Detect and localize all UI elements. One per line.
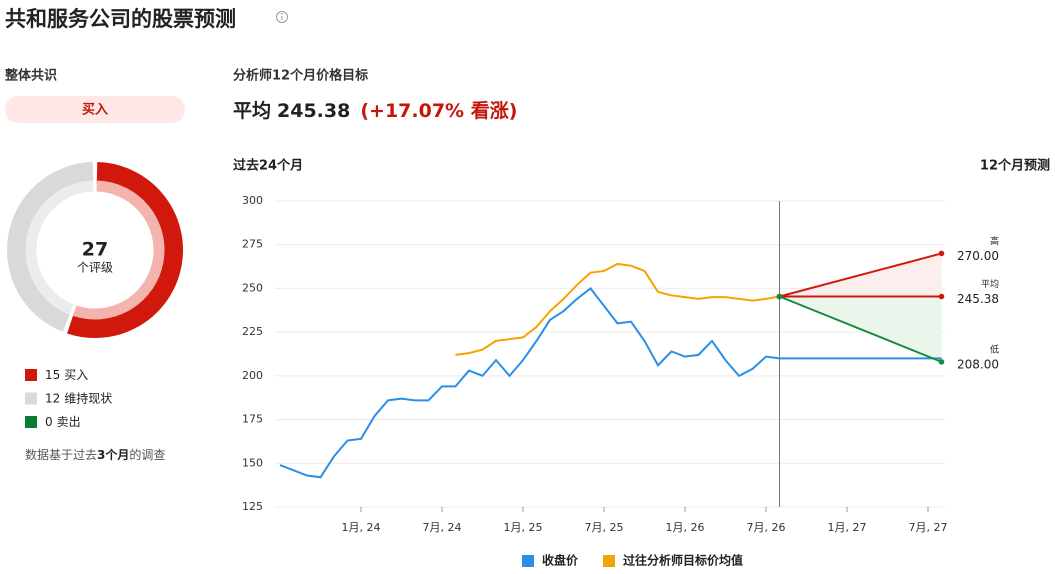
forecast-end-dot (938, 293, 945, 300)
x-tick-label: 1月, 27 (828, 521, 867, 534)
x-tick-label: 7月, 27 (909, 521, 948, 534)
legend-name: 买入 (64, 368, 88, 382)
series-line (455, 262, 780, 356)
legend-count: 12 (45, 391, 60, 405)
x-tick-label: 1月, 25 (504, 521, 543, 534)
legend-swatch (25, 416, 37, 428)
consensus-badge (5, 96, 185, 123)
donut-caption: 个评级 (77, 261, 113, 275)
forecast-value: 245.38 (957, 292, 999, 306)
y-tick-label: 250 (242, 281, 263, 294)
info-icon[interactable] (276, 11, 288, 23)
legend-label: 过往分析师目标价均值 (623, 553, 743, 568)
legend-name: 维持现状 (64, 390, 112, 405)
consensus-rating: 买入 (82, 103, 108, 118)
y-tick-label: 275 (242, 238, 263, 251)
y-tick-label: 175 (242, 413, 263, 426)
forecast-name: 低 (990, 343, 999, 355)
target-label: 分析师12个月价格目标 (233, 68, 368, 84)
legend-swatch (25, 392, 37, 405)
history-label: 过去24个月 (233, 158, 303, 174)
y-tick-label: 300 (242, 194, 263, 207)
legend-entry: 15 买入 (45, 368, 88, 382)
note-bold: 3个月 (97, 447, 129, 462)
y-tick-label: 200 (242, 369, 263, 382)
forecast-value: 270.00 (957, 249, 999, 263)
forecast-label: 12个月预测 (980, 158, 1050, 174)
x-tick-label: 7月, 25 (585, 521, 624, 534)
x-tick-label: 1月, 26 (666, 521, 705, 534)
donut-segment (7, 162, 94, 332)
note-text: 的调查 (129, 447, 165, 462)
forecast-start-dot (776, 293, 783, 300)
legend-swatch (603, 555, 615, 567)
target-average: 平均 245.38 (+17.07% 看涨) (233, 99, 517, 122)
legend-name: 卖出 (57, 415, 81, 429)
forecast-name: 高 (990, 235, 999, 247)
x-tick-label: 7月, 26 (747, 521, 786, 534)
legend-swatch (522, 555, 534, 567)
x-tick-label: 7月, 24 (423, 521, 462, 534)
consensus-label: 整体共识 (4, 68, 57, 84)
legend-entry: 12 维持现状 (45, 390, 112, 405)
survey-note: 数据基于过去3个月的调查 (25, 447, 165, 462)
x-tick-label: 1月, 24 (342, 521, 381, 534)
forecast-name: 平均 (981, 278, 999, 290)
title: 共和服务公司的股票预测 (5, 7, 236, 31)
legend-label: 收盘价 (542, 553, 579, 568)
y-tick-label: 150 (242, 456, 263, 469)
y-tick-label: 225 (242, 325, 263, 338)
average-change: (+17.07% 看涨) (360, 100, 517, 122)
legend-swatch (25, 369, 37, 381)
forecast-line (779, 295, 942, 363)
donut-inner-segment (72, 180, 165, 320)
legend-entry: 0 卖出 (45, 415, 81, 429)
note-text: 数据基于过去 (25, 447, 97, 462)
donut-segment (67, 162, 183, 338)
legend-count: 0 (45, 415, 53, 429)
forecast-end-dot (938, 359, 945, 365)
forecast-line (779, 252, 942, 298)
legend-count: 15 (45, 368, 60, 382)
donut-inner-segment (25, 180, 94, 315)
donut-total: 27 (82, 239, 108, 261)
forecast-value: 208.00 (957, 357, 999, 371)
average-value: 245.38 (277, 100, 350, 122)
forecast-end-dot (938, 250, 945, 257)
average-label: 平均 (233, 99, 271, 122)
y-tick-label: 125 (242, 500, 263, 513)
series-line (279, 287, 942, 479)
